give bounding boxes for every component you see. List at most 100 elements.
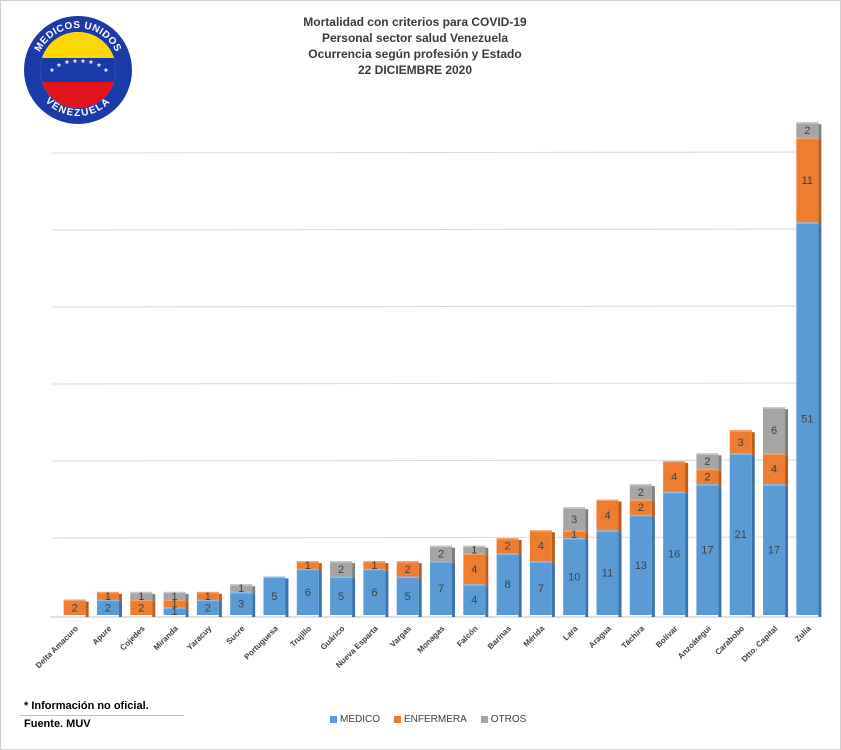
- category-label: Apure: [91, 624, 114, 647]
- bar-side-medico: [751, 455, 755, 617]
- bar-segment-medico: [696, 484, 719, 615]
- bar-top-medico: [663, 491, 686, 494]
- bar-side-enfermera: [218, 593, 222, 602]
- data-label: 5: [271, 591, 277, 603]
- bar-segment-medico: [463, 584, 486, 615]
- bar-top-medico: [196, 599, 219, 602]
- data-label: 2: [338, 564, 344, 576]
- bar-segment-otros: [430, 545, 452, 562]
- bar-side-enfermera: [518, 540, 522, 556]
- bar-side-otros: [818, 124, 822, 140]
- bar-segment-medico: [663, 491, 686, 615]
- bar-side-enfermera: [385, 563, 389, 571]
- legend-swatch: [330, 716, 337, 723]
- bar-segment-medico: [96, 599, 119, 615]
- category-label: Vargas: [388, 624, 413, 649]
- bar-segment-enfermera: [463, 553, 486, 585]
- bar-top-medico: [529, 561, 552, 563]
- data-label: 1: [371, 560, 377, 572]
- bar-side-medico: [485, 586, 489, 617]
- data-label: 2: [804, 125, 810, 137]
- data-label: 10: [568, 572, 580, 584]
- data-label: 2: [704, 456, 710, 468]
- category-label: Guárico: [319, 624, 347, 652]
- bar-top-medico: [396, 576, 419, 578]
- category-label: Táchira: [620, 624, 647, 651]
- bar-top-otros: [230, 584, 253, 586]
- bar-segment-enfermera: [363, 561, 386, 569]
- bar-top-otros: [430, 545, 452, 548]
- bar-top-enfermera: [130, 599, 153, 602]
- bar-side-enfermera: [118, 593, 122, 602]
- bar-segment-otros: [463, 545, 486, 554]
- bar-top-otros: [163, 591, 186, 594]
- data-label: 5: [405, 591, 411, 603]
- bar-side-medico: [785, 486, 789, 617]
- bar-top-enfermera: [63, 599, 86, 602]
- bar-side-enfermera: [751, 432, 755, 456]
- bar-side-medico: [285, 578, 289, 617]
- bar-segment-enfermera: [563, 530, 586, 538]
- category-label: Miranda: [152, 624, 180, 652]
- bar-side-enfermera: [585, 532, 589, 540]
- category-label: Anzoátegui: [676, 624, 713, 661]
- bar-segment-enfermera: [629, 499, 652, 515]
- category-label: Trujillo: [288, 624, 313, 649]
- bar-top-medico: [563, 538, 586, 540]
- bar-side-otros: [152, 593, 156, 602]
- note-source: Fuente. MUV: [20, 715, 184, 733]
- bar-top-medico: [430, 561, 452, 563]
- legend-swatch: [394, 716, 401, 723]
- bar-segment-enfermera: [163, 599, 186, 608]
- data-label: 17: [701, 545, 713, 557]
- bar-top-medico: [696, 484, 719, 486]
- bar-segment-enfermera: [696, 468, 719, 485]
- legend-label: OTROS: [490, 714, 527, 725]
- data-label: 51: [801, 414, 813, 426]
- bar-top-medico: [629, 514, 652, 517]
- data-label: 2: [405, 564, 411, 576]
- gridline: [51, 382, 819, 385]
- data-label: 2: [638, 502, 644, 514]
- svg-text:★: ★: [80, 58, 85, 65]
- data-label: 1: [471, 545, 477, 557]
- legend-item-enfermera: ENFERMERA: [394, 714, 467, 725]
- bar-segment-enfermera: [763, 453, 786, 485]
- category-label: Mérida: [522, 624, 547, 649]
- title-line-4: 22 DICIEMBRE 2020: [357, 63, 473, 77]
- bar-segment-enfermera: [729, 430, 752, 454]
- gridline: [51, 228, 819, 231]
- bar-top-enfermera: [563, 530, 586, 532]
- bar-top-enfermera: [396, 561, 419, 563]
- data-label: 7: [538, 583, 544, 595]
- gridline: [51, 151, 819, 154]
- bar-segment-medico: [330, 576, 353, 615]
- bar-segment-enfermera: [63, 599, 86, 615]
- bar-top-enfermera: [296, 561, 319, 563]
- bar-segment-medico: [296, 568, 319, 615]
- bar-segment-otros: [330, 561, 353, 577]
- bar-side-enfermera: [718, 470, 722, 487]
- bar-top-medico: [763, 484, 786, 486]
- category-label: Portuguesa: [242, 624, 280, 662]
- bar-segment-medico: [430, 561, 452, 615]
- bar-segment-otros: [563, 507, 586, 531]
- bar-segment-enfermera: [496, 538, 519, 554]
- bar-segment-enfermera: [596, 499, 619, 531]
- bar-segment-otros: [796, 122, 819, 138]
- bar-segment-enfermera: [196, 591, 219, 600]
- bar-segment-medico: [796, 222, 819, 616]
- data-label: 2: [505, 541, 511, 553]
- bar-segment-medico: [629, 514, 652, 615]
- bar-side-medico: [818, 224, 822, 618]
- bar-top-enfermera: [729, 430, 752, 432]
- bar-top-medico: [230, 591, 253, 594]
- bar-top-enfermera: [496, 538, 519, 540]
- bar-top-otros: [463, 545, 486, 548]
- bar-side-enfermera: [818, 139, 822, 225]
- bar-segment-medico: [396, 576, 419, 615]
- svg-text:★: ★: [49, 67, 54, 74]
- bar-segment-enfermera: [130, 599, 153, 615]
- bar-side-medico: [385, 570, 389, 617]
- data-label: 2: [72, 602, 78, 614]
